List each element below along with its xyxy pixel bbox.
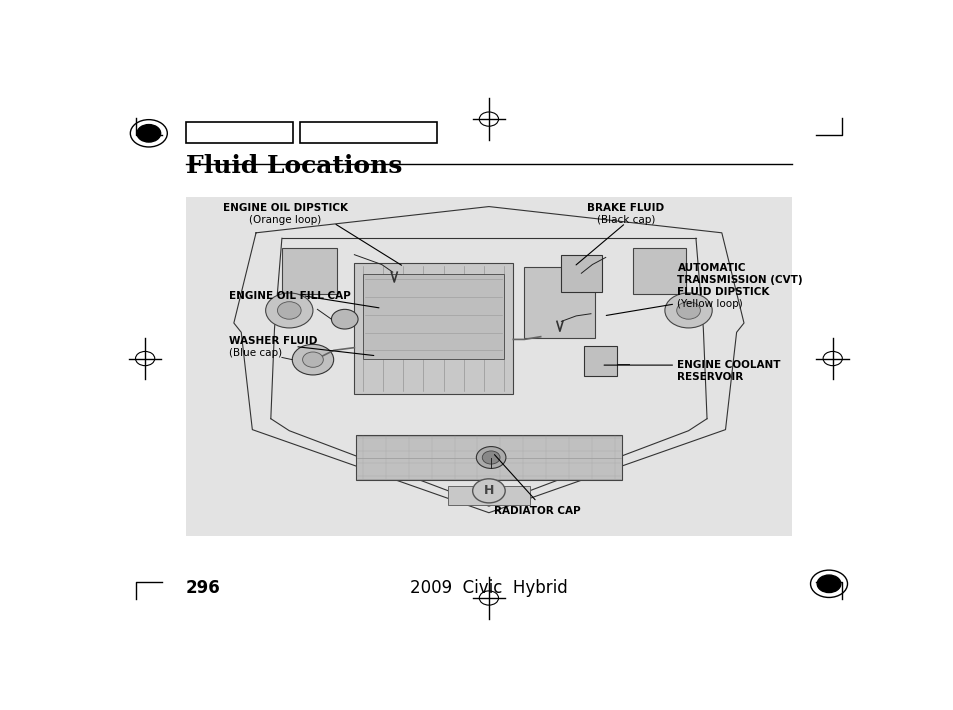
Circle shape	[472, 479, 505, 503]
Circle shape	[137, 124, 160, 142]
Text: (Yellow loop): (Yellow loop)	[677, 300, 742, 310]
Circle shape	[331, 310, 357, 329]
Bar	[186, 122, 293, 143]
Bar	[560, 255, 601, 292]
Text: WASHER FLUID: WASHER FLUID	[229, 336, 316, 346]
Text: BRAKE FLUID: BRAKE FLUID	[586, 202, 663, 213]
Text: H: H	[483, 484, 494, 497]
Bar	[300, 122, 436, 143]
Bar	[633, 248, 685, 294]
Circle shape	[817, 575, 840, 593]
Bar	[363, 274, 503, 359]
Circle shape	[664, 293, 712, 328]
Circle shape	[265, 293, 313, 328]
Text: TRANSMISSION (CVT): TRANSMISSION (CVT)	[677, 275, 802, 285]
Circle shape	[482, 451, 499, 464]
Bar	[354, 263, 513, 394]
Text: (Black cap): (Black cap)	[596, 214, 654, 224]
Text: RADIATOR CAP: RADIATOR CAP	[493, 506, 579, 515]
Text: ENGINE COOLANT: ENGINE COOLANT	[677, 359, 781, 370]
Text: (Blue cap): (Blue cap)	[229, 347, 281, 358]
Bar	[583, 346, 617, 376]
Bar	[355, 435, 621, 480]
Text: RESERVOIR: RESERVOIR	[677, 371, 743, 381]
Text: ENGINE OIL FILL CAP: ENGINE OIL FILL CAP	[229, 290, 350, 300]
Circle shape	[676, 302, 700, 320]
Bar	[524, 267, 594, 338]
Text: ENGINE OIL DIPSTICK: ENGINE OIL DIPSTICK	[223, 202, 348, 213]
Text: AUTOMATIC: AUTOMATIC	[677, 263, 745, 273]
Circle shape	[277, 302, 301, 320]
Circle shape	[476, 447, 505, 469]
Circle shape	[302, 352, 323, 367]
Circle shape	[292, 344, 334, 375]
Bar	[448, 486, 529, 505]
Text: 2009  Civic  Hybrid: 2009 Civic Hybrid	[410, 579, 567, 597]
Bar	[282, 248, 337, 294]
Text: 296: 296	[186, 579, 220, 597]
Text: (Orange loop): (Orange loop)	[250, 214, 321, 224]
Text: FLUID DIPSTICK: FLUID DIPSTICK	[677, 288, 769, 297]
Text: Fluid Locations: Fluid Locations	[186, 153, 402, 178]
Bar	[186, 197, 791, 536]
